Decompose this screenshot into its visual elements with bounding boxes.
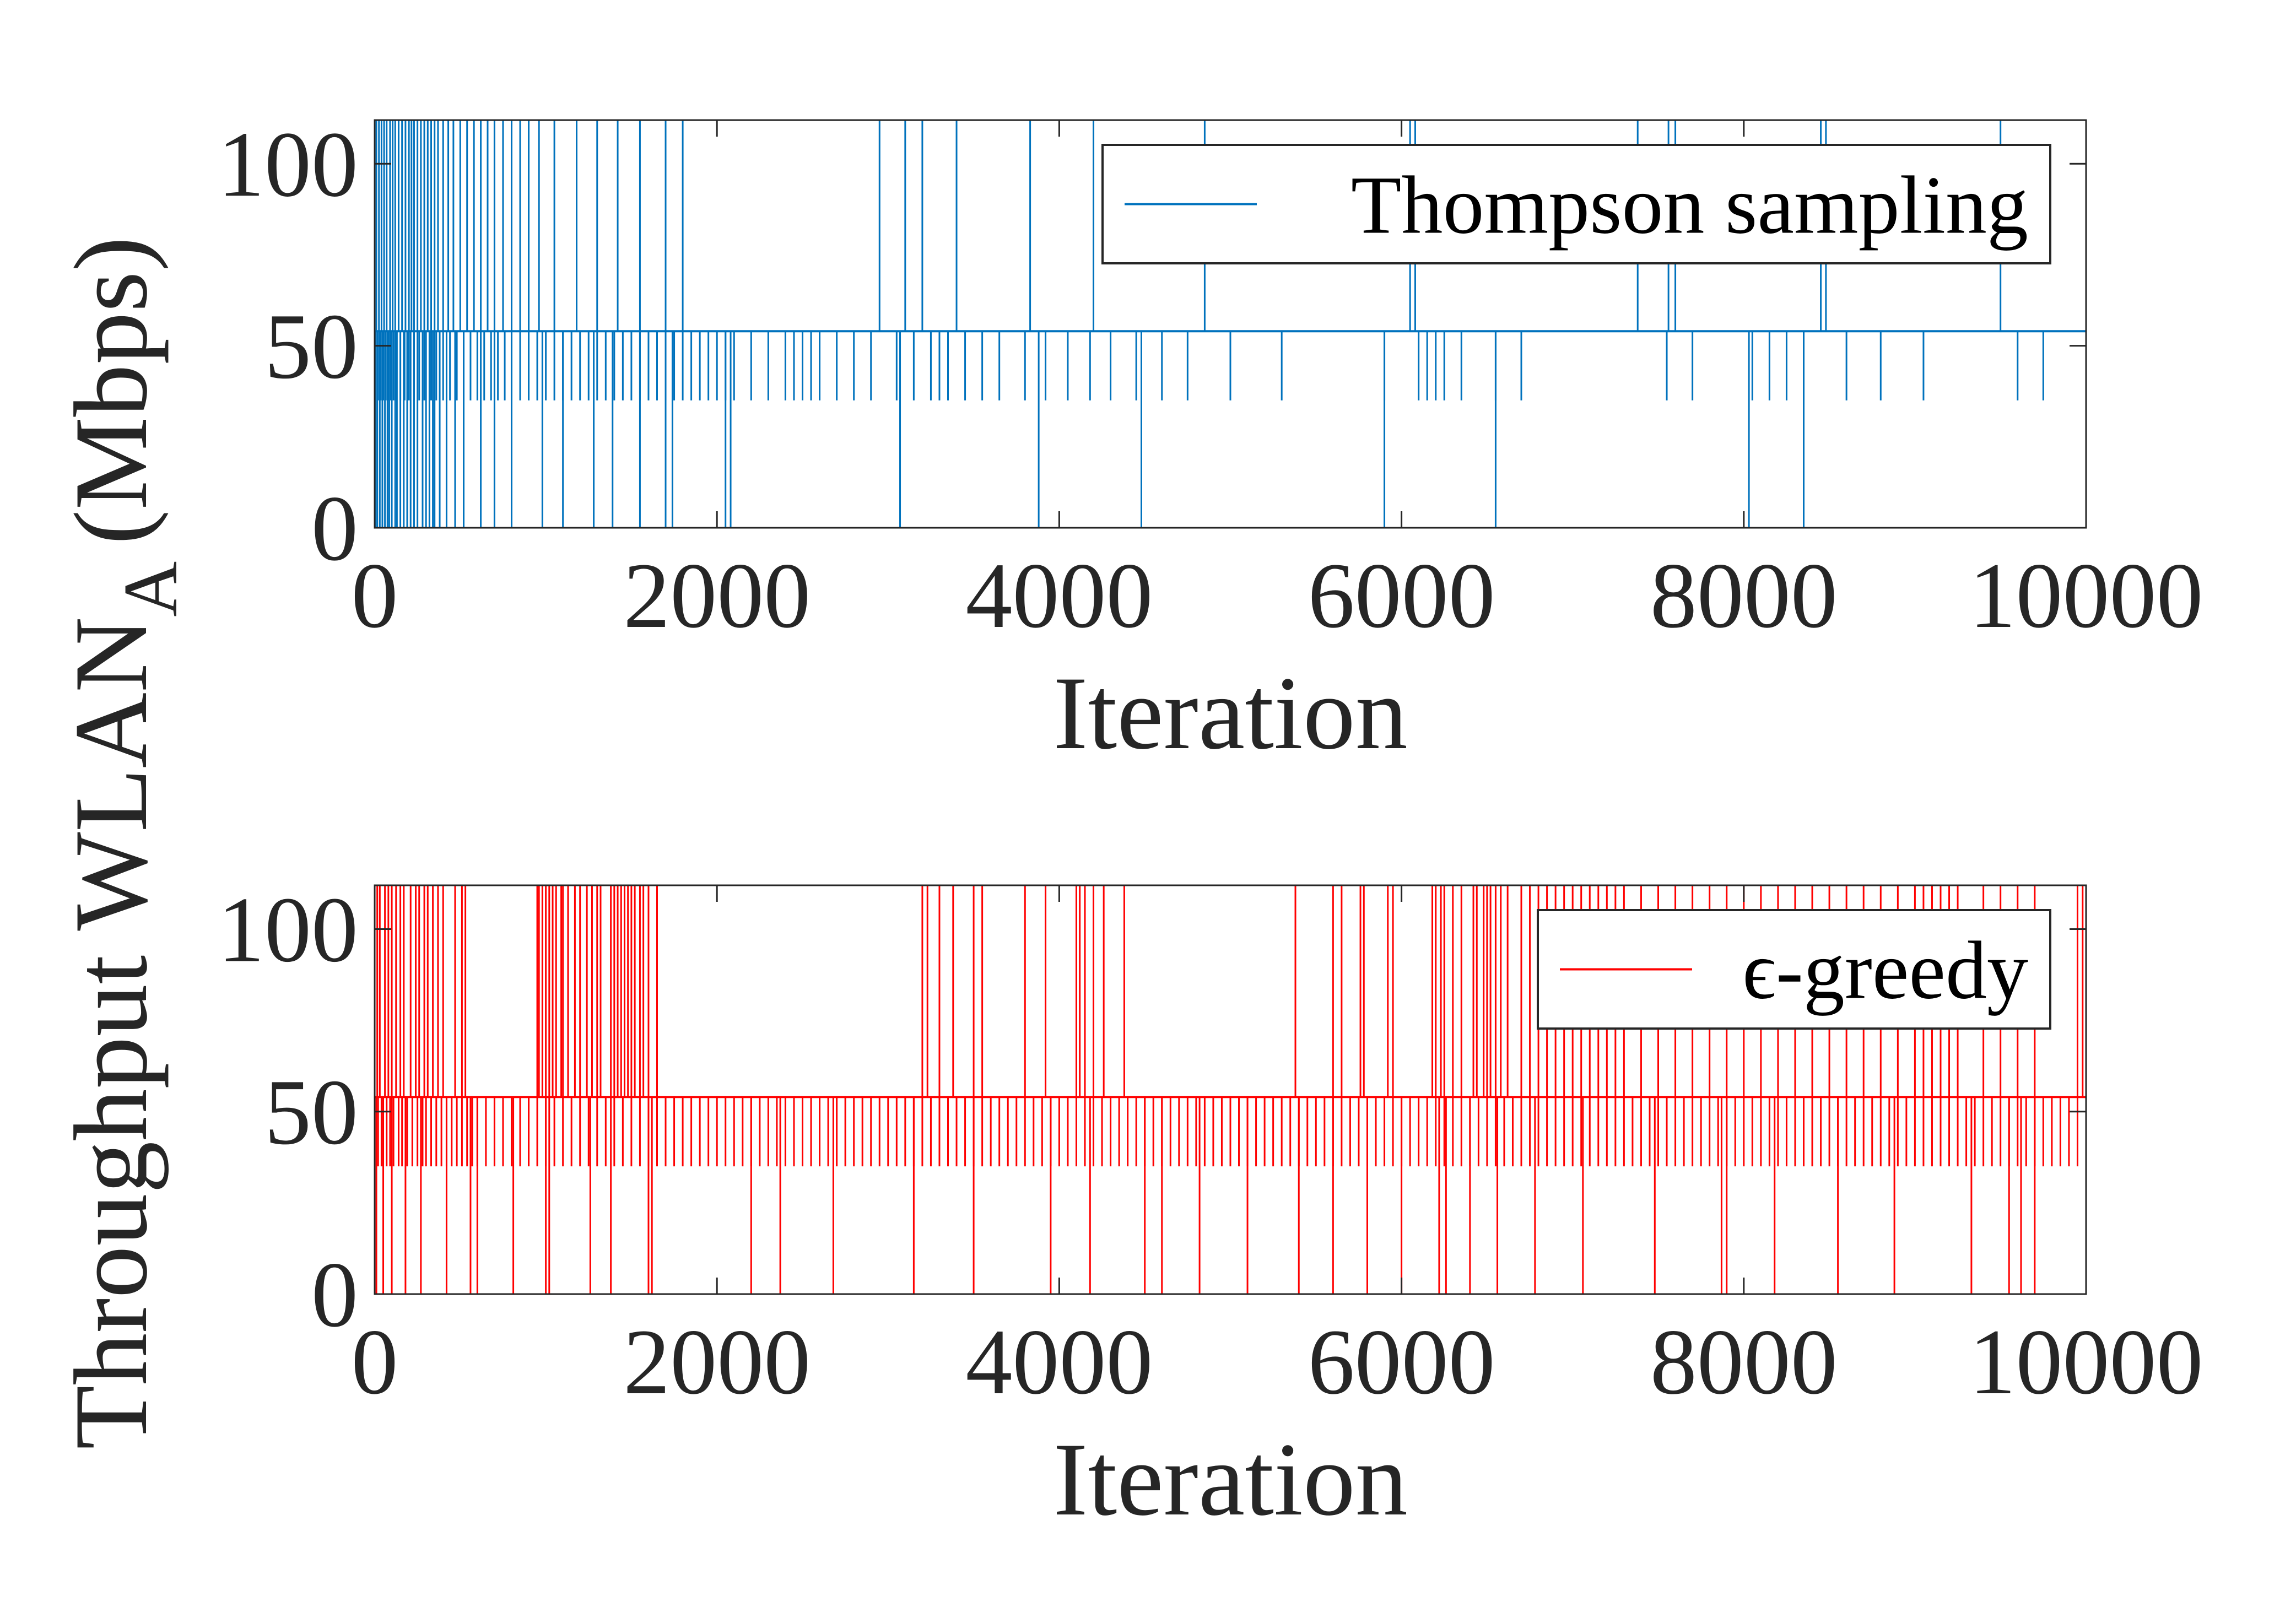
x-tick-label: 10000: [1969, 544, 2203, 647]
y-tick-label: 100: [218, 878, 358, 982]
x-tick-label: 0: [352, 544, 398, 647]
x-tick-label: 2000: [623, 1310, 811, 1414]
legend-label: Thompson sampling: [1351, 160, 2028, 251]
x-axis-label: Iteration: [1053, 656, 1408, 771]
legend-box: [1101, 144, 2051, 264]
x-tick-label: 2000: [623, 544, 811, 647]
series-0: [375, 120, 2086, 528]
y-axis-label: Throughput WLANA(Mbps): [53, 236, 193, 1449]
x-tick-label: 6000: [1308, 544, 1495, 647]
x-tick-label: 10000: [1969, 1310, 2203, 1414]
x-tick-label: 8000: [1650, 1310, 1838, 1414]
series-1: [375, 885, 2086, 1294]
x-tick-label: 0: [352, 1310, 398, 1414]
y-tick-label: 100: [218, 112, 358, 216]
y-tick-label: 50: [264, 1060, 358, 1164]
x-tick-label: 4000: [965, 544, 1153, 647]
y-tick-label: 50: [264, 295, 358, 398]
bottom-panel: 0 2000 4000 6000 8000 10000 0 50 100 Iteration ϵ-g…: [218, 878, 2203, 1538]
x-axis-label: Iteration: [1053, 1422, 1408, 1538]
axes-frame: [374, 884, 2087, 1295]
x-tick-label: 4000: [965, 1310, 1153, 1414]
x-tick-label: 8000: [1650, 544, 1838, 647]
top-panel: 0 2000 4000 6000 8000 10000 0 50 100 Iteration Tho…: [218, 112, 2203, 771]
y-tick-label: 0: [311, 1243, 358, 1346]
legend-label: ϵ-greedy: [1742, 925, 2028, 1016]
axes-frame: [374, 119, 2087, 529]
x-tick-label: 6000: [1308, 1310, 1495, 1414]
y-tick-label: 0: [311, 477, 358, 580]
